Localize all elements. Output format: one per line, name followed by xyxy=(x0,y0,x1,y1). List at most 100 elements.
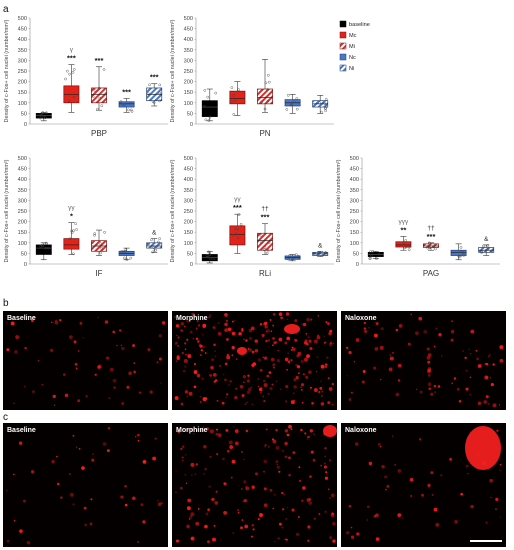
y-tick-label: 300 xyxy=(18,58,27,64)
signal-dot xyxy=(205,352,207,354)
signal-dot xyxy=(264,383,268,387)
signal-dot xyxy=(293,393,294,394)
signal-dot xyxy=(274,494,275,495)
signal-dot xyxy=(141,503,144,506)
signal-dot xyxy=(275,429,278,432)
signal-dot xyxy=(226,339,228,341)
chart-pn: 050100150200250300350400450500Density of… xyxy=(170,16,334,138)
signal-dot xyxy=(186,483,187,484)
signal-dot xyxy=(215,433,218,436)
data-point xyxy=(155,249,157,251)
signal-dot xyxy=(273,508,274,509)
signal-dot xyxy=(269,371,272,374)
signal-dot xyxy=(283,494,284,495)
signal-dot xyxy=(181,403,184,406)
signal-dot xyxy=(307,438,309,440)
y-tick-label: 450 xyxy=(184,167,193,173)
signal-dot xyxy=(218,322,219,323)
y-tick-label: 250 xyxy=(184,69,193,75)
data-point xyxy=(204,89,206,91)
signal-dot xyxy=(321,391,323,393)
signal-dot xyxy=(294,400,295,401)
signal-dot xyxy=(427,361,430,364)
data-point xyxy=(72,71,74,73)
signal-dot xyxy=(195,522,199,526)
box-Nc xyxy=(285,94,300,113)
signal-dot xyxy=(194,370,198,374)
data-point xyxy=(207,96,209,98)
signal-dot xyxy=(121,347,125,351)
signal-dot xyxy=(462,351,463,352)
signal-dot xyxy=(293,385,297,389)
signal-dot xyxy=(318,315,319,316)
signal-dot xyxy=(349,351,352,354)
signal-dot xyxy=(184,342,186,344)
signal-dot xyxy=(200,354,202,356)
signal-dot xyxy=(298,466,300,468)
y-tick-label: 500 xyxy=(184,16,193,22)
data-point xyxy=(159,238,161,240)
signal-dot xyxy=(351,535,354,538)
signal-dot xyxy=(266,428,268,430)
signal-dot xyxy=(420,391,423,394)
box-Nc: *** xyxy=(119,88,134,113)
signal-dot xyxy=(137,541,139,543)
signal-dot xyxy=(95,374,97,376)
signal-dot xyxy=(282,508,284,510)
signal-dot xyxy=(449,458,452,461)
signal-dot xyxy=(19,441,22,444)
signal-dot xyxy=(313,433,315,435)
signal-dot xyxy=(435,328,437,330)
signal-dot xyxy=(311,435,312,436)
data-point xyxy=(233,113,235,115)
signal-dot xyxy=(408,343,411,346)
signal-dot xyxy=(231,354,233,356)
signal-dot xyxy=(238,332,241,335)
signal-dot xyxy=(243,339,245,341)
legend-swatch-baseline xyxy=(340,21,346,27)
signal-dot xyxy=(276,381,277,382)
signal-dot xyxy=(224,313,228,317)
box-baseline xyxy=(368,250,383,260)
signal-dot xyxy=(321,395,323,397)
y-tick-label: 200 xyxy=(350,220,359,226)
signal-dot xyxy=(332,383,334,385)
signal-dot xyxy=(13,402,15,404)
signal-dot xyxy=(291,349,293,351)
signal-dot xyxy=(434,385,437,388)
data-point xyxy=(103,68,105,70)
signal-dot xyxy=(398,469,402,473)
data-point xyxy=(268,81,270,83)
signal-dot xyxy=(285,429,288,432)
signal-dot xyxy=(60,496,62,498)
signal-dot xyxy=(486,395,489,398)
box-iqr xyxy=(257,89,272,104)
signal-dot xyxy=(232,321,234,323)
signal-dot xyxy=(427,484,430,487)
signal-dot xyxy=(304,358,308,362)
signal-dot xyxy=(86,395,88,397)
signal-dot xyxy=(291,428,293,430)
signal-dot xyxy=(180,487,183,490)
signal-dot xyxy=(41,384,43,386)
signal-dot xyxy=(346,347,348,349)
signal-dot xyxy=(263,471,265,473)
signal-dot xyxy=(215,379,217,381)
signal-dot xyxy=(135,436,136,437)
y-tick-label: 0 xyxy=(24,122,27,128)
signal-dot xyxy=(421,494,424,497)
signal-dot xyxy=(489,354,490,355)
signal-dot xyxy=(354,361,355,362)
y-tick-label: 250 xyxy=(184,209,193,215)
signal-dot xyxy=(51,322,52,323)
signal-dot xyxy=(500,517,501,518)
signal-dot xyxy=(84,524,87,527)
signal-dot xyxy=(7,540,10,543)
signal-dot xyxy=(279,523,282,526)
y-tick-label: 150 xyxy=(18,90,27,96)
signal-dot xyxy=(159,357,162,360)
significance-symbol: & xyxy=(318,242,323,249)
signal-dot xyxy=(432,494,434,496)
signal-dot xyxy=(182,456,184,458)
signal-dot xyxy=(451,383,453,385)
